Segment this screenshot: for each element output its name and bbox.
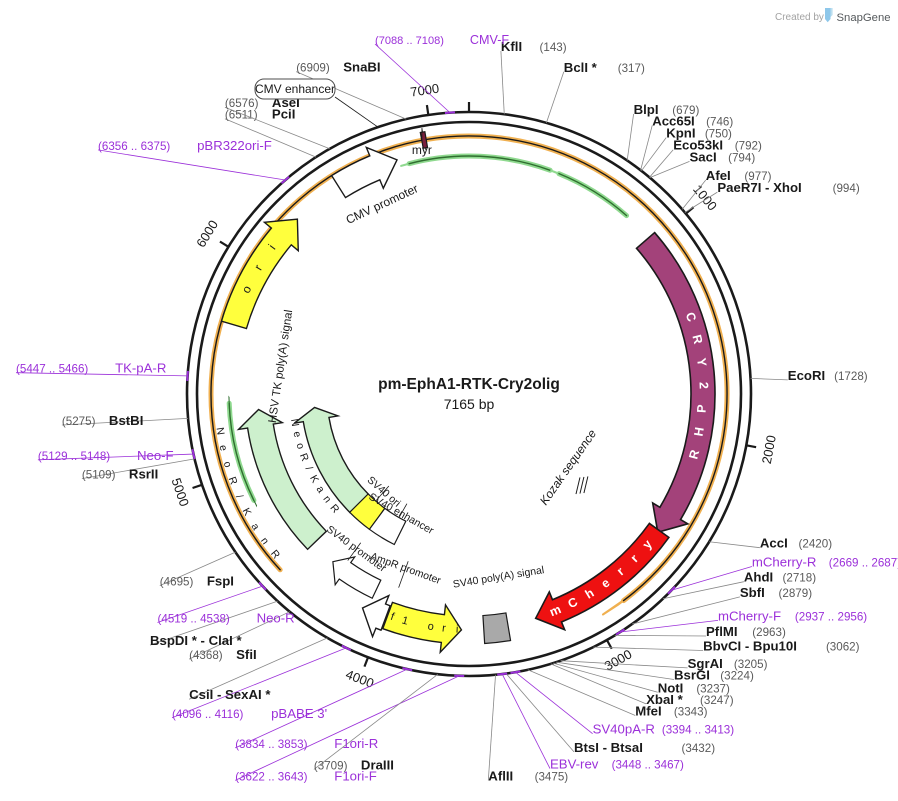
svg-text:(7088 .. 7108): (7088 .. 7108) [375, 35, 444, 47]
svg-text:N: N [213, 426, 226, 435]
svg-text:(3709): (3709) [314, 759, 348, 772]
svg-text:a: a [314, 484, 327, 496]
svg-text:AflII: AflII [488, 768, 513, 783]
svg-text:(2879): (2879) [779, 587, 813, 600]
svg-text:MfeI: MfeI [635, 704, 661, 719]
svg-text:2: 2 [696, 382, 710, 390]
svg-text:AccI: AccI [760, 536, 788, 551]
svg-text:BtsI - BtsaI: BtsI - BtsaI [574, 740, 643, 755]
svg-text:SnapGene: SnapGene [837, 12, 891, 24]
svg-text:myr: myr [412, 143, 432, 157]
svg-text:CsiI - SexAI *: CsiI - SexAI * [189, 687, 271, 702]
svg-text:BspDI * - ClaI *: BspDI * - ClaI * [150, 633, 242, 648]
svg-text:5000: 5000 [169, 476, 193, 508]
svg-text:(2963): (2963) [752, 626, 786, 639]
svg-text:(3343): (3343) [674, 706, 708, 719]
svg-text:SnaBI: SnaBI [343, 60, 380, 75]
svg-text:(3062): (3062) [826, 641, 860, 654]
svg-text:(6576): (6576) [225, 97, 259, 110]
svg-text:FspI: FspI [207, 574, 234, 589]
svg-text:(746): (746) [706, 116, 733, 129]
svg-text:HSV TK poly(A) signal: HSV TK poly(A) signal [267, 309, 295, 424]
svg-text:P: P [695, 404, 709, 413]
svg-text:(2718): (2718) [783, 572, 817, 585]
svg-text:e: e [217, 444, 230, 452]
svg-text:(2937 .. 2956): (2937 .. 2956) [795, 610, 867, 623]
svg-text:/: / [303, 465, 315, 473]
svg-text:SV40pA-R: SV40pA-R [593, 722, 655, 737]
svg-text:6000: 6000 [193, 217, 221, 249]
svg-text:(3394 .. 3413): (3394 .. 3413) [662, 724, 734, 737]
svg-text:AhdI: AhdI [744, 570, 773, 585]
svg-text:SfiI: SfiI [236, 647, 257, 662]
svg-text:(794): (794) [728, 151, 755, 164]
svg-text:Neo-R: Neo-R [257, 611, 295, 626]
svg-text:(317): (317) [618, 62, 645, 75]
svg-text:EcoRI: EcoRI [788, 368, 825, 383]
svg-text:Created by: Created by [775, 12, 824, 23]
svg-text:mCherry-R: mCherry-R [752, 555, 816, 570]
svg-text:e: e [290, 430, 303, 439]
svg-text:SacI: SacI [690, 149, 717, 164]
svg-text:o: o [293, 441, 306, 450]
svg-text:Neo-F: Neo-F [137, 448, 174, 463]
svg-text:n: n [320, 493, 333, 505]
svg-text:pBABE 3': pBABE 3' [271, 706, 327, 721]
svg-text:pBR322ori-F: pBR322ori-F [197, 138, 272, 153]
svg-text:/: / [233, 493, 245, 501]
svg-text:(4368): (4368) [189, 649, 223, 662]
svg-text:(3622 .. 3643): (3622 .. 3643) [235, 770, 307, 783]
svg-text:(3448 .. 3467): (3448 .. 3467) [612, 759, 684, 772]
svg-text:(5109): (5109) [82, 469, 116, 482]
svg-text:o: o [221, 460, 234, 469]
svg-text:1000: 1000 [690, 182, 720, 214]
svg-text:(5447 .. 5466): (5447 .. 5466) [16, 363, 88, 376]
svg-text:(5129 .. 5148): (5129 .. 5148) [38, 450, 110, 463]
svg-text:PaeR7I - XhoI: PaeR7I - XhoI [717, 180, 801, 195]
svg-text:R: R [328, 502, 342, 516]
svg-text:(5275): (5275) [62, 415, 96, 428]
svg-text:(3432): (3432) [682, 742, 716, 755]
svg-text:(6356 .. 6375): (6356 .. 6375) [98, 140, 170, 153]
svg-text:TK-pA-R: TK-pA-R [115, 361, 166, 376]
svg-text:PflMI: PflMI [706, 624, 738, 639]
svg-text:(4096 .. 4116): (4096 .. 4116) [172, 708, 244, 721]
svg-text:(6511): (6511) [225, 109, 258, 122]
svg-text:(6909): (6909) [296, 62, 330, 75]
svg-text:RsrII: RsrII [129, 467, 158, 482]
svg-text:(143): (143) [540, 41, 567, 54]
svg-text:(994): (994) [833, 182, 860, 195]
svg-text:(3475): (3475) [535, 770, 569, 783]
svg-text:(1728): (1728) [834, 370, 868, 383]
svg-text:DraIII: DraIII [361, 757, 394, 772]
svg-text:SV40 poly(A) signal: SV40 poly(A) signal [452, 564, 545, 591]
svg-text:(3834 .. 3853): (3834 .. 3853) [235, 738, 307, 751]
svg-text:Kozak sequence: Kozak sequence [537, 427, 600, 508]
svg-text:R: R [297, 452, 311, 464]
svg-text:SbfI: SbfI [740, 585, 765, 600]
svg-text:pm-EphA1-RTK-Cry2olig: pm-EphA1-RTK-Cry2olig [378, 376, 560, 393]
svg-text:7000: 7000 [409, 81, 440, 100]
svg-text:CMV-F: CMV-F [470, 33, 509, 47]
svg-text:(4695): (4695) [160, 576, 194, 589]
svg-text:2000: 2000 [759, 434, 779, 465]
svg-text:(2669 .. 2687): (2669 .. 2687) [829, 557, 898, 570]
svg-text:4000: 4000 [344, 667, 376, 691]
svg-text:mCherry-F: mCherry-F [718, 608, 781, 623]
svg-text:BstBI: BstBI [109, 413, 143, 428]
svg-text:(4519 .. 4538): (4519 .. 4538) [158, 613, 230, 626]
svg-text:EBV-rev: EBV-rev [550, 757, 599, 772]
svg-text:CMV enhancer: CMV enhancer [255, 82, 335, 96]
svg-text:7165 bp: 7165 bp [444, 396, 495, 412]
svg-text:N: N [288, 418, 301, 427]
svg-text:K: K [307, 473, 321, 485]
svg-text:(2420): (2420) [799, 538, 833, 551]
svg-text:(3224): (3224) [720, 670, 754, 683]
svg-text:F1ori-R: F1ori-R [334, 736, 378, 751]
svg-text:BclI *: BclI * [564, 60, 598, 75]
svg-text:BbvCI - Bpu10I: BbvCI - Bpu10I [703, 639, 797, 654]
